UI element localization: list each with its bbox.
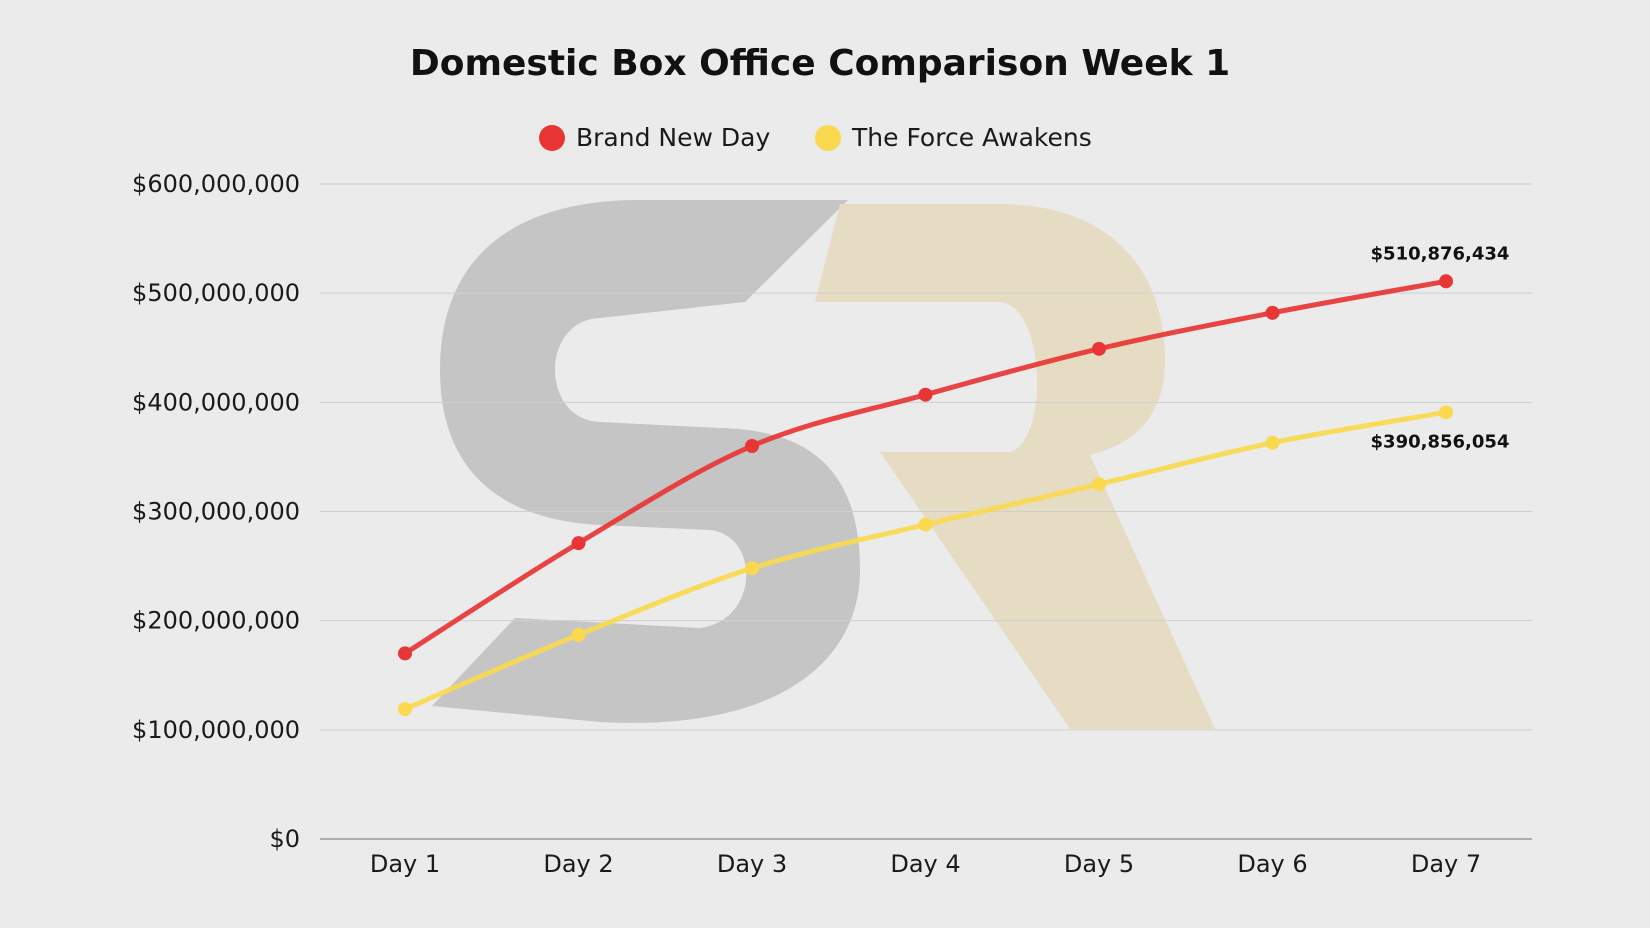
x-tick-label: Day 5 [1064,850,1134,878]
data-label-the-force-awakens: $390,856,054 [1371,431,1510,452]
y-tick-label: $0 [269,825,300,853]
legend-swatch [539,125,565,151]
y-tick-label: $200,000,000 [132,607,300,635]
chart-title: Domestic Box Office Comparison Week 1 [410,43,1230,84]
data-point-brand-new-day [918,387,933,402]
y-tick-label: $100,000,000 [132,716,300,744]
x-axis: Day 1 Day 2 Day 3 Day 4 Day 5 Day 6 Day 7 [370,850,1481,878]
legend-swatch [815,125,841,151]
y-tick-label: $500,000,000 [132,279,300,307]
data-label-brand-new-day: $510,876,434 [1371,243,1510,264]
data-point-the-force-awakens [398,702,412,717]
data-point-brand-new-day [745,439,759,453]
legend: Brand New Day The Force Awakens [539,123,1092,152]
gridlines [320,183,1532,840]
data-point-brand-new-day [1092,341,1106,356]
x-tick-label: Day 2 [543,850,613,878]
x-tick-label: Day 4 [890,850,960,878]
data-point-brand-new-day [1439,274,1453,289]
data-point-the-force-awakens [571,627,586,642]
watermark-r-shape [815,204,1215,729]
y-tick-label: $300,000,000 [132,498,300,526]
legend-label: The Force Awakens [851,123,1092,152]
watermark-logo [432,200,1215,729]
data-point-the-force-awakens [918,517,933,532]
watermark-s-shape [432,200,860,723]
data-point-the-force-awakens [1092,477,1106,492]
data-point-the-force-awakens [745,561,759,576]
x-tick-label: Day 7 [1411,850,1481,878]
data-point-the-force-awakens [1439,405,1453,420]
y-tick-label: $600,000,000 [132,170,300,198]
data-point-the-force-awakens [1265,435,1280,450]
data-labels: $510,876,434 $390,856,054 [1371,243,1510,452]
data-point-brand-new-day [571,536,586,551]
legend-label: Brand New Day [576,123,770,152]
data-point-brand-new-day [398,646,412,661]
y-axis: $0 $100,000,000 $200,000,000 $300,000,000 $4… [132,170,300,853]
y-tick-label: $400,000,000 [132,388,300,416]
x-tick-label: Day 1 [370,850,440,878]
x-tick-label: Day 6 [1237,850,1307,878]
series-layer [398,274,1453,717]
x-tick-label: Day 3 [717,850,787,878]
data-point-brand-new-day [1265,305,1280,320]
